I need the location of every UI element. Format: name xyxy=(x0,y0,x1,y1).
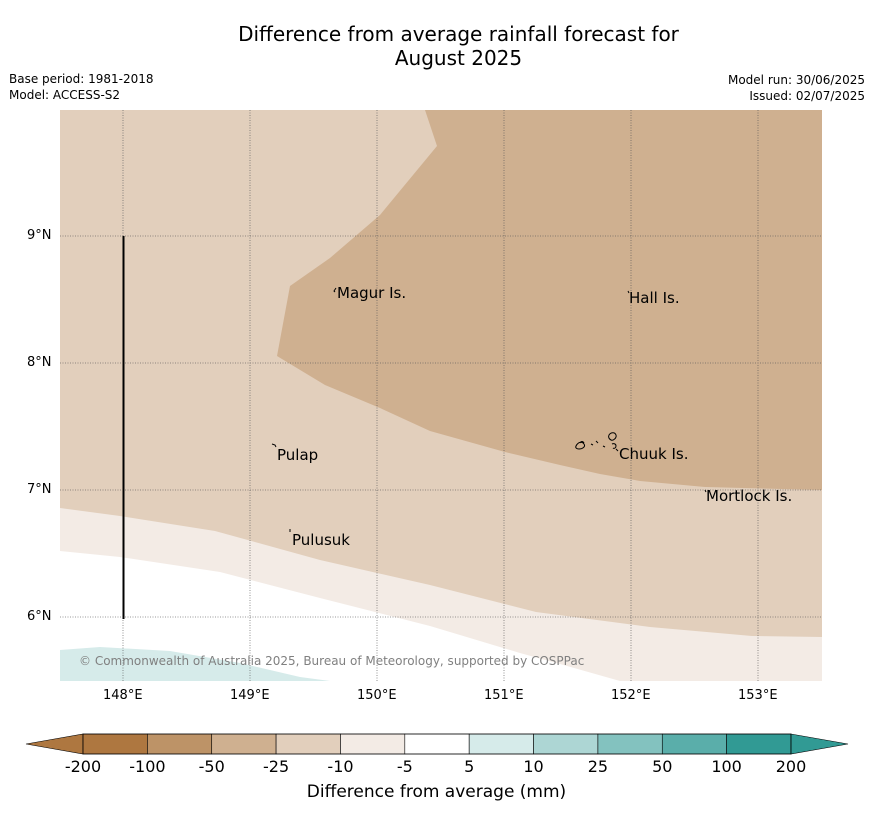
meta-left: Base period: 1981-2018 Model: ACCESS-S2 xyxy=(9,71,154,103)
colorbar-cell xyxy=(661,733,727,755)
lon-label-151e: 151°E xyxy=(484,688,524,703)
colorbar xyxy=(25,733,849,755)
meta-right: Model run: 30/06/2025 Issued: 02/07/2025 xyxy=(728,72,865,104)
colorbar-cell xyxy=(468,733,534,755)
lon-label-150e: 150°E xyxy=(357,688,397,703)
colorbar-label: -10 xyxy=(327,757,354,776)
lat-label-8n: 8°N xyxy=(27,355,52,370)
colorbar-label: 25 xyxy=(587,757,609,776)
colorbar-title: Difference from average (mm) xyxy=(306,782,567,802)
colorbar-cell xyxy=(82,733,148,755)
colorbar-label: 10 xyxy=(523,757,544,776)
colorbar-cell xyxy=(726,733,792,755)
pulap-island-outline xyxy=(271,443,277,448)
lon-label-148e: 148°E xyxy=(103,688,143,703)
model-name: Model: ACCESS-S2 xyxy=(9,88,121,102)
colorbar-label: -200 xyxy=(64,757,102,776)
colorbar-label: 50 xyxy=(652,757,673,776)
title-line-2: August 2025 xyxy=(394,46,523,70)
copyright-notice: © Commonwealth of Australia 2025, Bureau… xyxy=(79,654,585,668)
colorbar-label: -5 xyxy=(396,757,413,776)
band-minus-50-to-minus-25 xyxy=(277,110,822,490)
chuuk-lagoon-outline xyxy=(575,432,619,452)
magur-island-outline xyxy=(333,287,337,293)
colorbar-high-extension xyxy=(790,733,849,755)
colorbar-cell xyxy=(533,733,599,755)
lat-label-9n: 9°N xyxy=(27,228,52,243)
place-pulusuk: Pulusuk xyxy=(292,531,350,549)
title-line-1: Difference from average rainfall forecas… xyxy=(238,22,679,46)
colorbar-label: 5 xyxy=(464,757,475,776)
lat-label-7n: 7°N xyxy=(27,482,52,497)
band-minus-5-to-5 xyxy=(60,551,620,681)
lon-label-149e: 149°E xyxy=(230,688,270,703)
place-chuuk-is: Chuuk Is. xyxy=(619,445,689,463)
colorbar-label: 200 xyxy=(775,757,807,776)
colorbar-label: -100 xyxy=(129,757,166,776)
place-hall-is: Hall Is. xyxy=(629,289,680,307)
colorbar-cell xyxy=(275,733,341,755)
island-outlines xyxy=(271,287,707,532)
colorbar-label: -25 xyxy=(263,757,290,776)
colorbar-cell xyxy=(147,733,213,755)
lon-label-152e: 152°E xyxy=(611,688,651,703)
issued-date: Issued: 02/07/2025 xyxy=(749,89,865,103)
colorbar-low-extension xyxy=(25,733,84,755)
place-mortlock-is: Mortlock Is. xyxy=(706,487,793,505)
colorbar-cell xyxy=(404,733,470,755)
colorbar-cells xyxy=(82,733,792,755)
colorbar-label: 100 xyxy=(711,757,742,776)
lon-label-153e: 153°E xyxy=(738,688,778,703)
base-period: Base period: 1981-2018 xyxy=(9,72,154,86)
model-run: Model run: 30/06/2025 xyxy=(727,73,865,87)
colorbar-cell xyxy=(597,733,663,755)
place-magur-is: Magur Is. xyxy=(337,284,407,302)
colorbar-cell xyxy=(211,733,277,755)
colorbar-label: -50 xyxy=(198,757,225,776)
lat-label-6n: 6°N xyxy=(27,609,52,624)
band-5-to-10 xyxy=(60,647,330,681)
mortlock-island-outline xyxy=(704,489,707,493)
title: Difference from average rainfall forecas… xyxy=(0,22,873,70)
place-pulap: Pulap xyxy=(277,446,319,464)
hall-island-outline xyxy=(627,290,630,294)
colorbar-frame xyxy=(82,733,792,755)
colorbar-cell xyxy=(340,733,406,755)
map-area xyxy=(60,110,822,681)
